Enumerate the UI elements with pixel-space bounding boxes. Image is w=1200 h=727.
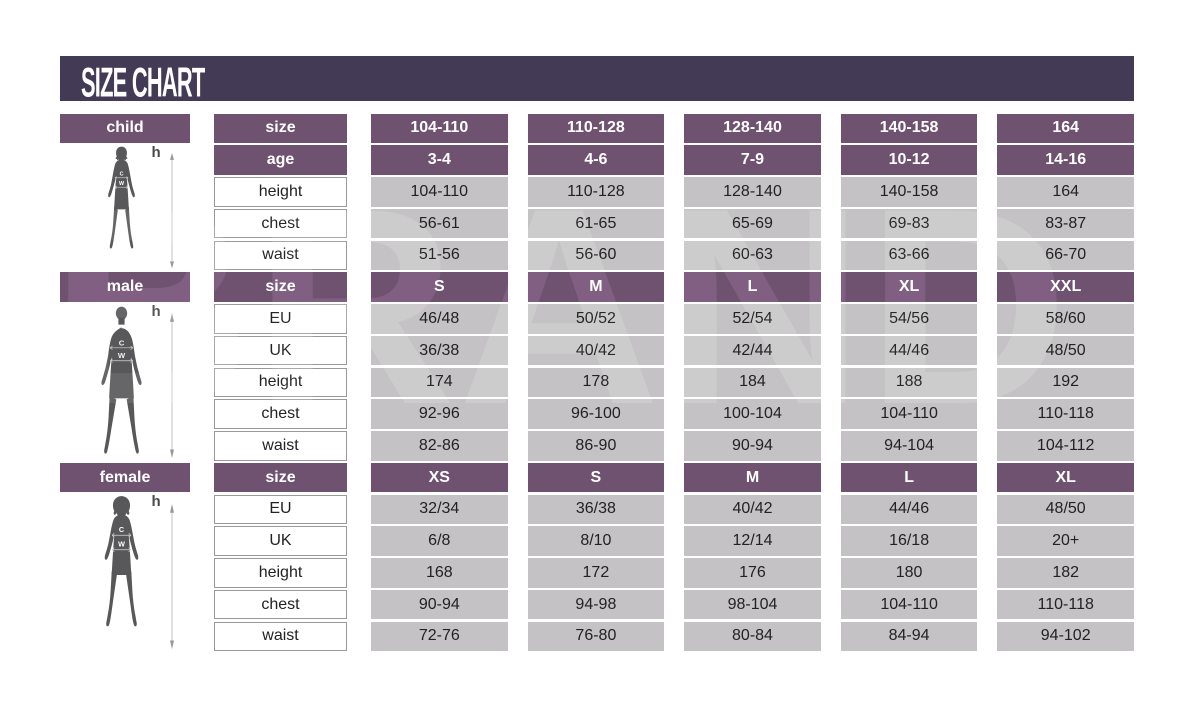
svg-text:C: C bbox=[118, 338, 124, 347]
svg-text:C: C bbox=[119, 172, 123, 178]
svg-text:W: W bbox=[117, 351, 125, 360]
svg-text:C: C bbox=[118, 526, 124, 535]
svg-text:W: W bbox=[118, 540, 125, 549]
